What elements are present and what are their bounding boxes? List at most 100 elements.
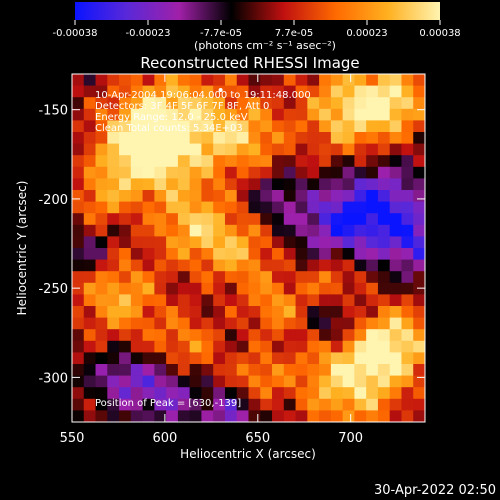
heatmap-cell — [189, 178, 202, 191]
heatmap-cell — [342, 166, 355, 179]
heatmap-cell — [119, 74, 132, 87]
heatmap-cell — [72, 201, 85, 214]
heatmap-cell — [295, 294, 308, 307]
heatmap-cell — [389, 352, 402, 365]
heatmap-cell — [272, 317, 285, 330]
heatmap-cell — [389, 166, 402, 179]
heatmap-cell — [389, 143, 402, 156]
heatmap-cell — [119, 143, 132, 156]
heatmap-cell — [142, 108, 155, 121]
heatmap-cell — [401, 85, 414, 98]
heatmap-cell — [354, 97, 367, 110]
heatmap-cell — [236, 294, 249, 307]
heatmap-cell — [201, 166, 214, 179]
heatmap-cell — [72, 294, 85, 307]
heatmap-cell — [366, 74, 379, 87]
heatmap-cell — [354, 294, 367, 307]
heatmap-cell — [354, 178, 367, 191]
heatmap-cell — [213, 166, 226, 179]
heatmap-cell — [201, 282, 214, 295]
heatmap-cell — [72, 248, 85, 261]
heatmap-cell — [83, 201, 97, 214]
heatmap-cell — [130, 201, 144, 214]
colorbar-tick-label: -0.00038 — [53, 28, 98, 39]
heatmap-cell — [377, 236, 391, 249]
heatmap-cell — [213, 364, 226, 377]
heatmap-cell — [377, 120, 391, 133]
heatmap-cell — [389, 387, 402, 400]
heatmap-cell — [95, 410, 108, 423]
heatmap-cell — [142, 410, 155, 423]
heatmap-cell — [342, 340, 355, 353]
heatmap-cell — [272, 398, 285, 411]
heatmap-cell — [224, 236, 238, 249]
heatmap-cell — [166, 201, 179, 214]
heatmap-cell — [283, 259, 297, 272]
y-tick-label: -300 — [38, 371, 68, 386]
heatmap-cell — [319, 85, 332, 98]
heatmap-cell — [319, 248, 332, 261]
heatmap-cell — [236, 236, 249, 249]
heatmap-cell — [377, 375, 391, 388]
heatmap-cell — [342, 190, 355, 203]
heatmap-cell — [283, 178, 297, 191]
heatmap-cell — [95, 375, 108, 388]
heatmap-cell — [166, 340, 179, 353]
heatmap-cell — [260, 271, 273, 284]
heatmap-cell — [307, 120, 320, 133]
heatmap-cell — [142, 85, 155, 98]
heatmap-cell — [342, 306, 355, 319]
heatmap-cell — [236, 364, 249, 377]
heatmap-cell — [366, 201, 379, 214]
heatmap-cell — [201, 352, 214, 365]
heatmap-cell — [95, 248, 108, 261]
heatmap-cell — [389, 306, 402, 319]
heatmap-cell — [295, 190, 308, 203]
heatmap-cell — [389, 398, 402, 411]
heatmap-cell — [342, 85, 355, 98]
heatmap-cell — [389, 248, 402, 261]
heatmap-cell — [177, 143, 191, 156]
heatmap-cell — [342, 132, 355, 145]
heatmap-cell — [307, 375, 320, 388]
heatmap-cell — [260, 178, 273, 191]
heatmap-cell — [95, 224, 108, 237]
heatmap-cell — [283, 201, 297, 214]
heatmap-cell — [95, 132, 108, 145]
heatmap-cell — [401, 132, 414, 145]
heatmap-cell — [354, 190, 367, 203]
heatmap-cell — [224, 317, 238, 330]
heatmap-cell — [366, 97, 379, 110]
heatmap-cell — [213, 398, 226, 411]
heatmap-cell — [319, 213, 332, 226]
heatmap-cell — [189, 236, 202, 249]
heatmap-cell — [119, 282, 132, 295]
heatmap-cell — [307, 201, 320, 214]
heatmap-cell — [319, 178, 332, 191]
heatmap-cell — [119, 166, 132, 179]
heatmap-cell — [295, 236, 308, 249]
heatmap-cell — [177, 271, 191, 284]
heatmap-cell — [189, 329, 202, 342]
heatmap-cell — [72, 143, 85, 156]
heatmap-cell — [260, 166, 273, 179]
heatmap-cell — [342, 364, 355, 377]
heatmap-cell — [224, 143, 238, 156]
heatmap-cell — [295, 155, 308, 168]
heatmap-cell — [366, 364, 379, 377]
heatmap-cell — [142, 97, 155, 110]
heatmap-cell — [107, 317, 120, 330]
heatmap-cell — [342, 387, 355, 400]
heatmap-cell — [236, 410, 249, 423]
heatmap-cell — [95, 398, 108, 411]
heatmap-cell — [72, 271, 85, 284]
heatmap-cell — [330, 410, 344, 423]
heatmap-cell — [177, 108, 191, 121]
heatmap-cell — [295, 248, 308, 261]
heatmap-cell — [72, 329, 85, 342]
heatmap-cell — [95, 364, 108, 377]
heatmap-cell — [130, 398, 144, 411]
heatmap-cell — [260, 375, 273, 388]
heatmap-cell — [401, 166, 414, 179]
heatmap-cell — [72, 74, 85, 87]
